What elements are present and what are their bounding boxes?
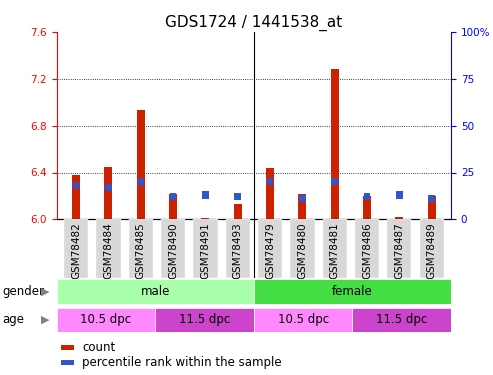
Bar	[267, 178, 273, 186]
Bar	[105, 184, 111, 191]
FancyBboxPatch shape	[254, 308, 352, 332]
Text: percentile rank within the sample: percentile rank within the sample	[82, 356, 282, 369]
FancyBboxPatch shape	[193, 219, 217, 278]
Text: ▶: ▶	[41, 315, 50, 325]
Bar	[170, 193, 176, 200]
Bar	[266, 168, 274, 219]
Bar	[395, 217, 403, 219]
Text: GSM78480: GSM78480	[297, 222, 308, 279]
FancyBboxPatch shape	[96, 219, 121, 278]
Bar	[298, 194, 307, 219]
FancyBboxPatch shape	[226, 219, 250, 278]
Bar	[61, 345, 74, 350]
Text: 10.5 dpc: 10.5 dpc	[80, 313, 132, 326]
Text: male: male	[141, 285, 170, 298]
Bar	[427, 196, 436, 219]
Text: GSM78481: GSM78481	[330, 222, 340, 279]
Bar	[363, 196, 371, 219]
Text: GSM78485: GSM78485	[136, 222, 146, 279]
Bar	[396, 191, 403, 199]
Text: GSM78490: GSM78490	[168, 222, 178, 279]
FancyBboxPatch shape	[355, 219, 379, 278]
Text: GSM78479: GSM78479	[265, 222, 275, 279]
Bar	[202, 191, 209, 199]
FancyBboxPatch shape	[57, 279, 254, 304]
FancyBboxPatch shape	[322, 219, 347, 278]
FancyBboxPatch shape	[161, 219, 185, 278]
FancyBboxPatch shape	[290, 219, 315, 278]
Bar	[428, 195, 435, 202]
Text: 11.5 dpc: 11.5 dpc	[179, 313, 230, 326]
Bar	[137, 110, 145, 219]
Bar	[235, 193, 241, 200]
Bar	[169, 194, 177, 219]
Bar	[61, 360, 74, 365]
FancyBboxPatch shape	[254, 279, 451, 304]
Text: 11.5 dpc: 11.5 dpc	[376, 313, 427, 326]
FancyBboxPatch shape	[352, 308, 451, 332]
Text: GSM78489: GSM78489	[427, 222, 437, 279]
Text: age: age	[2, 313, 25, 326]
Bar	[73, 182, 79, 189]
Title: GDS1724 / 1441538_at: GDS1724 / 1441538_at	[165, 14, 343, 30]
Bar	[234, 204, 242, 219]
Bar	[105, 166, 112, 219]
Bar	[201, 218, 210, 219]
Text: GSM78484: GSM78484	[104, 222, 113, 279]
Text: GSM78493: GSM78493	[233, 222, 243, 279]
FancyBboxPatch shape	[258, 219, 282, 278]
Text: female: female	[332, 285, 373, 298]
FancyBboxPatch shape	[155, 308, 254, 332]
Text: ▶: ▶	[41, 286, 50, 297]
FancyBboxPatch shape	[387, 219, 412, 278]
Text: GSM78487: GSM78487	[394, 222, 404, 279]
FancyBboxPatch shape	[420, 219, 444, 278]
Bar	[331, 69, 339, 219]
Text: gender: gender	[2, 285, 44, 298]
Bar	[72, 175, 80, 219]
FancyBboxPatch shape	[64, 219, 88, 278]
FancyBboxPatch shape	[129, 219, 153, 278]
FancyBboxPatch shape	[57, 308, 155, 332]
Bar	[364, 193, 370, 200]
Bar	[331, 178, 338, 186]
Text: count: count	[82, 341, 115, 354]
Text: GSM78482: GSM78482	[71, 222, 81, 279]
Text: GSM78491: GSM78491	[200, 222, 211, 279]
Text: 10.5 dpc: 10.5 dpc	[278, 313, 329, 326]
Bar	[299, 195, 306, 202]
Text: GSM78486: GSM78486	[362, 222, 372, 279]
Bar	[138, 178, 144, 186]
